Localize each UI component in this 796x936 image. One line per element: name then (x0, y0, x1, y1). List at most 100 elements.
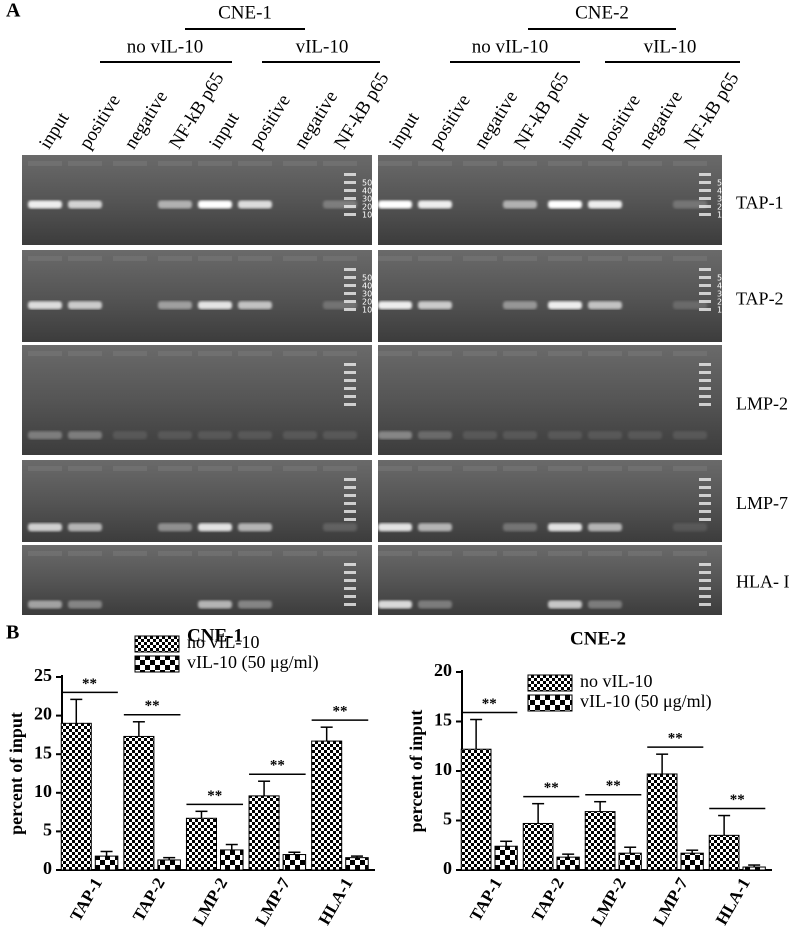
bar (311, 740, 343, 871)
gel-well (548, 161, 582, 166)
gel-well (588, 351, 622, 356)
ladder-band (699, 603, 711, 606)
bar (522, 822, 554, 871)
gel-band (503, 431, 537, 440)
bar (584, 811, 616, 871)
gel-well (68, 351, 102, 356)
gene-label: HLA- I (736, 572, 789, 592)
gel-well (68, 161, 102, 166)
gel-well (378, 351, 412, 356)
gel-band (323, 431, 357, 440)
x-tick-label: LMP-2 (189, 874, 231, 928)
ladder-band (344, 603, 356, 606)
gel-band (68, 301, 102, 310)
gene-label: LMP-2 (736, 394, 788, 414)
gel-band (503, 301, 537, 310)
significance-label: ** (730, 792, 745, 808)
gel-band (588, 431, 622, 440)
ladder-band (699, 213, 711, 216)
lane-label: positive (425, 91, 475, 153)
gel-band (418, 431, 452, 440)
gel-well (68, 256, 102, 261)
bar (157, 859, 181, 871)
chart-title: CNE-1 (187, 625, 243, 646)
gel-band (158, 200, 192, 209)
gel-well (588, 466, 622, 471)
ladder-band (699, 379, 711, 382)
y-tick-label: 10 (34, 781, 52, 801)
gel-well (503, 551, 537, 556)
ladder-band (699, 363, 711, 366)
gel-band (113, 431, 147, 440)
gel (378, 155, 722, 245)
gel-band (68, 600, 102, 609)
gel-well (588, 161, 622, 166)
ladder-label: 100 (717, 211, 732, 220)
gel-well (548, 466, 582, 471)
ladder-band (699, 268, 711, 271)
ladder-band (344, 371, 356, 374)
gel-band (548, 523, 582, 532)
ladder-label: 500 (362, 274, 377, 283)
ladder-band (344, 268, 356, 271)
lane-label: input (35, 108, 74, 153)
y-tick-label: 5 (443, 809, 452, 829)
gel-band (238, 431, 272, 440)
ladder-label: 200 (717, 298, 732, 307)
ladder-band (344, 403, 356, 406)
group-label: CNE-2 (575, 2, 629, 23)
gel-band (158, 431, 192, 440)
legend-label: no vIL-10 (580, 671, 652, 691)
gel-well (158, 161, 192, 166)
ladder-band (699, 284, 711, 287)
gel-well (463, 256, 497, 261)
gel (22, 155, 372, 245)
x-tick-label: HLA-1 (315, 874, 357, 928)
gel-band (238, 301, 272, 310)
gel-well (323, 551, 357, 556)
ladder-label: 300 (362, 195, 377, 204)
legend-label: no vIL-10 (187, 632, 259, 652)
gel-band (673, 301, 707, 310)
gel-band (323, 301, 357, 310)
lane-label: positive (75, 91, 125, 153)
legend-swatch (134, 655, 180, 673)
ladder-band (344, 494, 356, 497)
y-axis-label: percent of input (6, 712, 26, 835)
gel-well (628, 466, 662, 471)
ladder-band (699, 518, 711, 521)
lane-label: NF-kB p65 (680, 69, 743, 153)
gel-well (463, 551, 497, 556)
gel-band (28, 431, 62, 440)
gel-well (628, 351, 662, 356)
ladder-band (344, 379, 356, 382)
y-tick-label: 15 (34, 742, 52, 762)
ladder-band (699, 403, 711, 406)
ladder-band (699, 173, 711, 176)
ladder-label: 400 (362, 282, 377, 291)
gel-band (503, 523, 537, 532)
gel-band (238, 200, 272, 209)
gel-well (588, 551, 622, 556)
bar (60, 722, 92, 871)
ladder-band (699, 189, 711, 192)
gel-well (158, 551, 192, 556)
gel-well (463, 466, 497, 471)
gel-well (113, 466, 147, 471)
gel-band (548, 600, 582, 609)
ladder-band (344, 197, 356, 200)
y-tick-label: 20 (434, 660, 452, 680)
gel-band (238, 600, 272, 609)
ladder-band (344, 308, 356, 311)
ladder-band (344, 181, 356, 184)
ladder-label: 100 (362, 211, 377, 220)
y-axis-label: percent of input (406, 710, 426, 833)
y-tick-label: 15 (434, 710, 452, 730)
ladder-band (344, 213, 356, 216)
ladder-label: 400 (717, 187, 732, 196)
group-label: CNE-1 (218, 2, 272, 23)
gel-band (673, 431, 707, 440)
gel-well (503, 466, 537, 471)
ladder-band (344, 571, 356, 574)
bar (680, 852, 704, 871)
